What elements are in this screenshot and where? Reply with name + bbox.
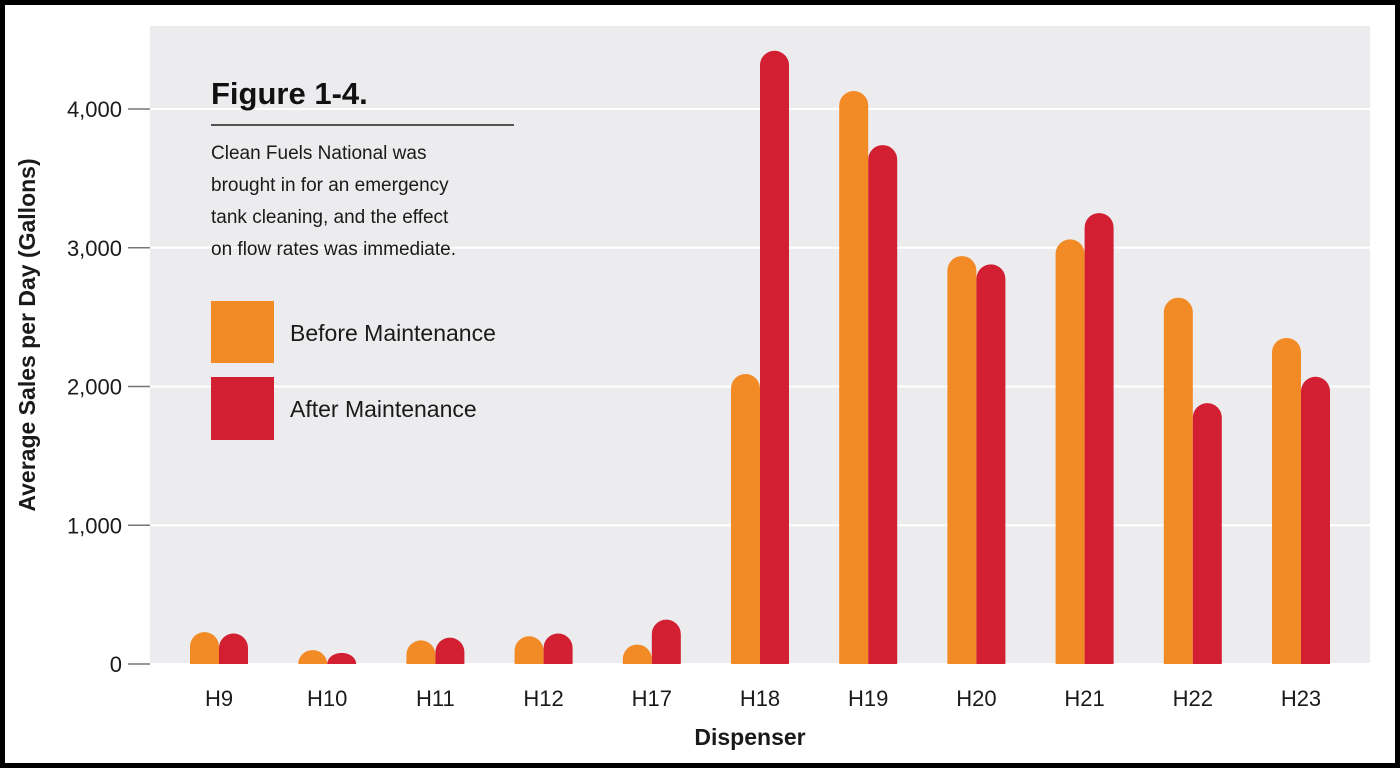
y-axis-title: Average Sales per Day (Gallons) — [14, 158, 40, 511]
x-tick-label: H17 — [632, 686, 672, 711]
bar-h11-after — [435, 637, 465, 664]
bar-h10-after — [327, 652, 357, 664]
bar-h22-after — [1192, 403, 1222, 664]
x-tick-label: H19 — [848, 686, 888, 711]
x-axis-title: Dispenser — [694, 724, 805, 750]
bar-h11-before — [406, 640, 436, 664]
bar-h17-before — [622, 644, 652, 664]
bar-h19-after — [868, 145, 898, 664]
x-tick-label: H12 — [523, 686, 563, 711]
bar-h22-before — [1163, 297, 1193, 664]
figure-title: Figure 1-4. — [211, 76, 368, 111]
bar-h9-before — [190, 632, 219, 664]
bar-h10-before — [298, 650, 328, 664]
caption-line-1: Clean Fuels National was — [211, 143, 426, 164]
y-tick-labels: 0 1,000 2,000 3,000 4,000 — [67, 97, 150, 677]
x-tick-label: H20 — [956, 686, 996, 711]
bar-h12-before — [514, 636, 544, 664]
y-tick-label: 1,000 — [67, 513, 122, 538]
bar-h12-after — [543, 633, 573, 664]
bar-h21-before — [1055, 239, 1085, 664]
legend-swatch-after — [211, 377, 274, 440]
bar-h21-after — [1084, 213, 1114, 664]
x-tick-label: H11 — [416, 686, 455, 711]
y-tick-label: 0 — [110, 652, 122, 677]
bar-h20-before — [947, 256, 977, 664]
y-tick-label: 3,000 — [67, 236, 122, 261]
x-tick-label: H10 — [307, 686, 347, 711]
x-tick-label: H21 — [1064, 686, 1104, 711]
y-tick-label: 2,000 — [67, 375, 122, 400]
bar-h18-after — [760, 50, 789, 665]
caption-line-3: tank cleaning, and the effect — [211, 207, 449, 228]
bar-h17-after — [651, 619, 681, 664]
legend-swatch-before — [211, 301, 274, 363]
caption-line-2: brought in for an emergency — [211, 175, 449, 196]
bar-h19-before — [839, 90, 869, 664]
x-tick-label: H9 — [205, 686, 233, 711]
caption-line-4: on flow rates was immediate. — [211, 239, 456, 260]
legend-label-before: Before Maintenance — [290, 320, 496, 346]
bar-h9-after — [219, 633, 248, 664]
bars — [190, 50, 1330, 665]
x-tick-label: H18 — [740, 686, 780, 711]
bar-h23-after — [1301, 376, 1330, 664]
y-tick-label: 4,000 — [67, 97, 122, 122]
bar-h20-after — [976, 264, 1006, 664]
x-tick-labels: H9 H10 H11 H12 H17 H18 H19 H20 H21 H22 H23 — [205, 686, 1321, 711]
bar-h23-before — [1272, 337, 1301, 664]
bar-h18-before — [731, 374, 760, 664]
x-tick-label: H23 — [1281, 686, 1321, 711]
x-tick-label: H22 — [1173, 686, 1213, 711]
legend-label-after: After Maintenance — [290, 396, 477, 422]
